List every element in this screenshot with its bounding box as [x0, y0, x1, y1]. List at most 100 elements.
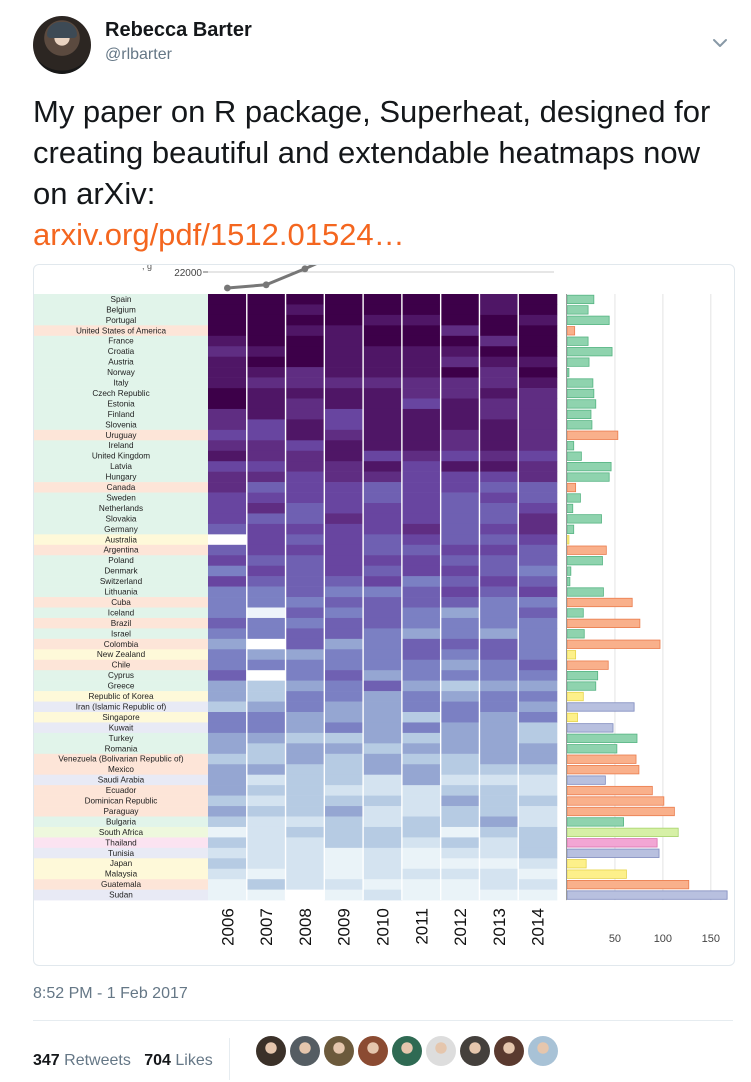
tweet-timestamp[interactable]: 8:52 PM - 1 Feb 2017: [33, 985, 188, 1003]
heatmap-cell: [363, 357, 402, 368]
liker-avatar[interactable]: [392, 1036, 422, 1066]
heatmap-cell: [518, 796, 557, 807]
heatmap-cell: [518, 837, 557, 848]
chevron-down-icon[interactable]: [711, 36, 729, 50]
heatmap-cell: [247, 660, 286, 671]
row-label: Chile: [112, 661, 131, 670]
tweet-link[interactable]: arxiv.org/pdf/1512.01524…: [33, 214, 733, 255]
liker-avatar[interactable]: [426, 1036, 456, 1066]
liker-avatar[interactable]: [290, 1036, 320, 1066]
heatmap-cell: [363, 670, 402, 681]
heatmap-cell: [247, 378, 286, 389]
liker-avatar[interactable]: [460, 1036, 490, 1066]
liker-avatar[interactable]: [324, 1036, 354, 1066]
heatmap-cell: [479, 628, 518, 639]
heatmap-cell: [479, 566, 518, 577]
retweets-count[interactable]: 347: [33, 1052, 60, 1069]
heatmap-cell: [402, 796, 441, 807]
heatmap-cell: [479, 304, 518, 315]
bar: [567, 337, 588, 345]
heatmap-cell: [402, 628, 441, 639]
heatmap-cell: [208, 378, 247, 389]
heatmap-cell: [441, 336, 480, 347]
heatmap-cell: [441, 639, 480, 650]
heatmap-cell: [363, 315, 402, 326]
bar: [567, 515, 602, 523]
heatmap-cell: [324, 670, 363, 681]
heatmap-cell: [208, 399, 247, 410]
heatmap-cell: [324, 430, 363, 441]
heatmap-cell: [324, 315, 363, 326]
heatmap-cell: [479, 545, 518, 556]
heatmap-cell: [247, 482, 286, 493]
liker-avatar[interactable]: [358, 1036, 388, 1066]
liker-avatar[interactable]: [494, 1036, 524, 1066]
author-handle[interactable]: @rlbarter: [105, 46, 172, 64]
likes-label[interactable]: Likes: [175, 1052, 212, 1069]
heatmap-cell: [441, 869, 480, 880]
bar: [567, 421, 592, 429]
heatmap-cell: [518, 399, 557, 410]
heatmap-cell: [479, 419, 518, 430]
heatmap-cell: [247, 534, 286, 545]
heatmap-cell: [363, 618, 402, 629]
row-label: Denmark: [104, 567, 138, 576]
bar: [567, 452, 581, 460]
liker-avatar[interactable]: [528, 1036, 558, 1066]
bar: [567, 295, 594, 303]
heatmap-cell: [479, 858, 518, 869]
row-label: Latvia: [110, 462, 132, 471]
heatmap-cell: [208, 388, 247, 399]
heatmap-cell: [208, 315, 247, 326]
heatmap-cell: [208, 472, 247, 483]
heatmap-cell: [479, 367, 518, 378]
heatmap-cell: [402, 294, 441, 305]
retweets-label[interactable]: Retweets: [64, 1052, 131, 1069]
heatmap-cell: [324, 545, 363, 556]
heatmap-cell: [363, 879, 402, 890]
heatmap-cell: [402, 378, 441, 389]
heatmap-cell: [479, 827, 518, 838]
heatmap-cell: [208, 336, 247, 347]
heatmap-cell: [518, 764, 557, 775]
heatmap-cell: [286, 440, 325, 451]
row-label: Saudi Arabia: [98, 776, 145, 785]
heatmap-cell: [402, 419, 441, 430]
heatmap-cell: [518, 388, 557, 399]
heatmap-cell: [247, 639, 286, 650]
bar: [567, 619, 640, 627]
heatmap-cell: [363, 378, 402, 389]
bar: [567, 556, 602, 564]
likes-count[interactable]: 704: [144, 1052, 171, 1069]
heatmap-cell: [286, 806, 325, 817]
heatmap-cell: [479, 879, 518, 890]
bar: [567, 588, 603, 596]
year-label: 2013: [490, 908, 509, 946]
author-avatar[interactable]: [33, 16, 91, 74]
heatmap-cell: [286, 702, 325, 713]
heatmap-cell: [324, 691, 363, 702]
heatmap-cell: [402, 722, 441, 733]
heatmap-cell: [441, 524, 480, 535]
heatmap-cell: [363, 639, 402, 650]
heatmap-cell: [363, 649, 402, 660]
tweet-text: My paper on R package, Superheat, design…: [33, 91, 733, 255]
heatmap-cell: [286, 399, 325, 410]
heatmap-cell: [208, 628, 247, 639]
bar: [567, 828, 678, 836]
heatmap-cell: [363, 712, 402, 723]
heatmap-cell: [518, 890, 557, 901]
row-label: Canada: [107, 483, 136, 492]
heatmap-cell: [247, 785, 286, 796]
bar: [567, 473, 609, 481]
heatmap-cell: [518, 848, 557, 859]
heatmap-cell: [402, 597, 441, 608]
liker-avatar[interactable]: [256, 1036, 286, 1066]
heatmap-cell: [479, 294, 518, 305]
heatmap-cell: [441, 743, 480, 754]
row-label: Belgium: [106, 305, 136, 314]
author-name[interactable]: Rebecca Barter: [105, 19, 252, 42]
heatmap-cell: [324, 890, 363, 901]
heatmap-cell: [479, 378, 518, 389]
